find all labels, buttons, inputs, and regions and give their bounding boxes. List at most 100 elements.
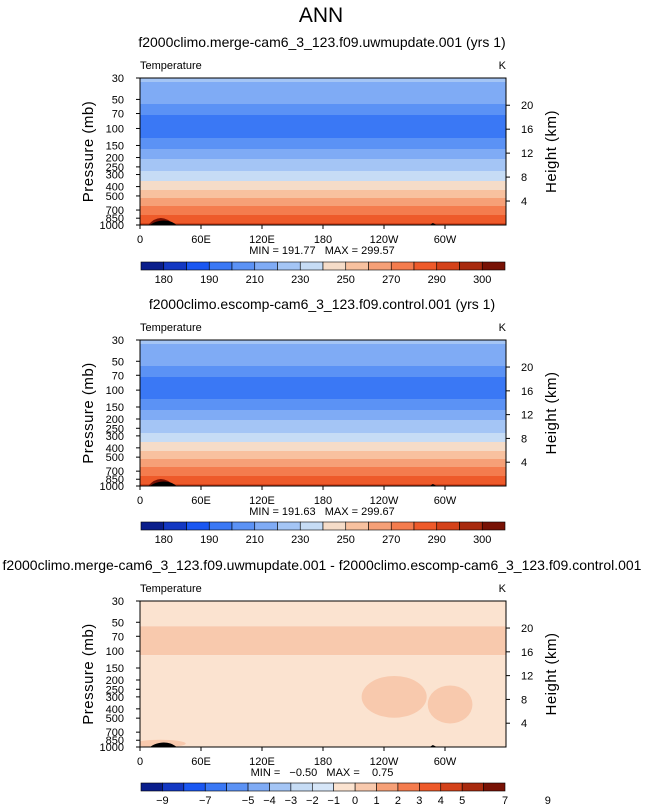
y-tick-label: 500 bbox=[106, 191, 124, 203]
colorbar-swatch bbox=[390, 521, 415, 531]
contour-row bbox=[140, 216, 506, 218]
contour-row bbox=[140, 394, 506, 396]
y2-tick-label: 20 bbox=[521, 362, 533, 374]
units-label: K bbox=[499, 583, 507, 595]
contour-row bbox=[140, 417, 506, 419]
contour-row bbox=[140, 148, 506, 150]
colorbar-label: −5 bbox=[242, 795, 255, 807]
contour-row bbox=[140, 115, 506, 117]
contour-row bbox=[140, 345, 506, 347]
contour-row bbox=[140, 211, 506, 213]
contour-row bbox=[140, 352, 506, 354]
colorbar-swatch bbox=[322, 261, 347, 271]
contour-row bbox=[140, 460, 506, 462]
contour-row bbox=[140, 105, 506, 107]
contour-row bbox=[140, 349, 506, 351]
contour-row bbox=[140, 472, 506, 474]
contour-row bbox=[140, 139, 506, 141]
contour-row bbox=[140, 480, 506, 482]
contour-row bbox=[140, 104, 506, 106]
contour-row bbox=[140, 194, 506, 196]
contour-row bbox=[140, 424, 506, 426]
contour-row bbox=[140, 151, 506, 153]
contour-row bbox=[140, 446, 506, 448]
colorbar-label: 180 bbox=[155, 534, 173, 546]
colorbar-swatch bbox=[459, 261, 483, 271]
colorbar-label: 210 bbox=[246, 274, 264, 286]
contour-row bbox=[140, 476, 506, 478]
contour-row bbox=[140, 118, 506, 120]
variable-label: Temperature bbox=[140, 322, 202, 334]
contour-row bbox=[140, 100, 506, 102]
contour-row bbox=[140, 86, 506, 88]
contour-row bbox=[140, 121, 506, 123]
contour-row bbox=[140, 435, 506, 437]
y2-tick-label: 20 bbox=[521, 100, 533, 112]
y2-tick-label: 16 bbox=[521, 124, 533, 136]
y-tick-label: 700 bbox=[106, 205, 124, 217]
contour-row bbox=[140, 350, 506, 352]
contour-row bbox=[140, 175, 506, 177]
topography bbox=[150, 742, 177, 747]
contour-row bbox=[140, 430, 506, 432]
min-max-label: MIN = 191.77 MAX = 299.57 bbox=[249, 245, 395, 257]
contour-row bbox=[140, 106, 506, 108]
contour-row bbox=[140, 481, 506, 483]
contour-row bbox=[140, 91, 506, 93]
colorbar-swatch bbox=[345, 521, 369, 531]
contour-field bbox=[140, 340, 506, 486]
contour-row bbox=[140, 138, 506, 140]
contour-row bbox=[140, 182, 506, 184]
contour-row bbox=[140, 186, 506, 188]
colorbar-label: −1 bbox=[327, 795, 340, 807]
contour-row bbox=[140, 168, 506, 170]
contour-row bbox=[140, 369, 506, 371]
contour-row bbox=[140, 110, 506, 112]
y-tick-label: 50 bbox=[112, 94, 124, 106]
colorbar-label: 290 bbox=[428, 534, 446, 546]
contour-row bbox=[140, 441, 506, 443]
y-tick-label: 70 bbox=[112, 109, 124, 121]
colorbar-swatch bbox=[277, 521, 301, 531]
colorbar-label: 190 bbox=[200, 534, 218, 546]
colorbar-label: 180 bbox=[155, 274, 173, 286]
y-tick-label: 100 bbox=[106, 123, 124, 135]
contour-row bbox=[140, 372, 506, 374]
contour-row bbox=[140, 381, 506, 383]
y2-axis-title: Height (km) bbox=[543, 371, 560, 454]
colorbar-swatch bbox=[231, 521, 256, 531]
contour-row bbox=[140, 355, 506, 357]
x-tick-label: 0 bbox=[137, 495, 143, 507]
contour-row bbox=[140, 343, 506, 345]
difference-band bbox=[140, 626, 506, 656]
contour-row bbox=[140, 347, 506, 349]
colorbar-swatch bbox=[183, 782, 206, 792]
contour-row bbox=[140, 458, 506, 460]
colorbar-label: 9 bbox=[545, 795, 551, 807]
contour-row bbox=[140, 98, 506, 100]
contour-row bbox=[140, 127, 506, 129]
contour-row bbox=[140, 447, 506, 449]
contour-row bbox=[140, 471, 506, 473]
contour-row bbox=[140, 113, 506, 115]
colorbar-swatch bbox=[461, 782, 484, 792]
y2-tick-label: 16 bbox=[521, 647, 533, 659]
contour-row bbox=[140, 340, 506, 342]
contour-row bbox=[140, 197, 506, 199]
contour-row bbox=[140, 379, 506, 381]
contour-row bbox=[140, 416, 506, 418]
contour-row bbox=[140, 170, 506, 172]
contour-row bbox=[140, 89, 506, 91]
contour-row bbox=[140, 157, 506, 159]
contour-row bbox=[140, 484, 506, 486]
contour-row bbox=[140, 465, 506, 467]
x-tick-label: 60W bbox=[434, 756, 457, 768]
contour-row bbox=[140, 375, 506, 377]
contour-row bbox=[140, 184, 506, 186]
contour-row bbox=[140, 453, 506, 455]
colorbar-swatch bbox=[376, 782, 399, 792]
contour-row bbox=[140, 384, 506, 386]
contour-row bbox=[140, 360, 506, 362]
contour-row bbox=[140, 169, 506, 171]
contour-row bbox=[140, 117, 506, 119]
